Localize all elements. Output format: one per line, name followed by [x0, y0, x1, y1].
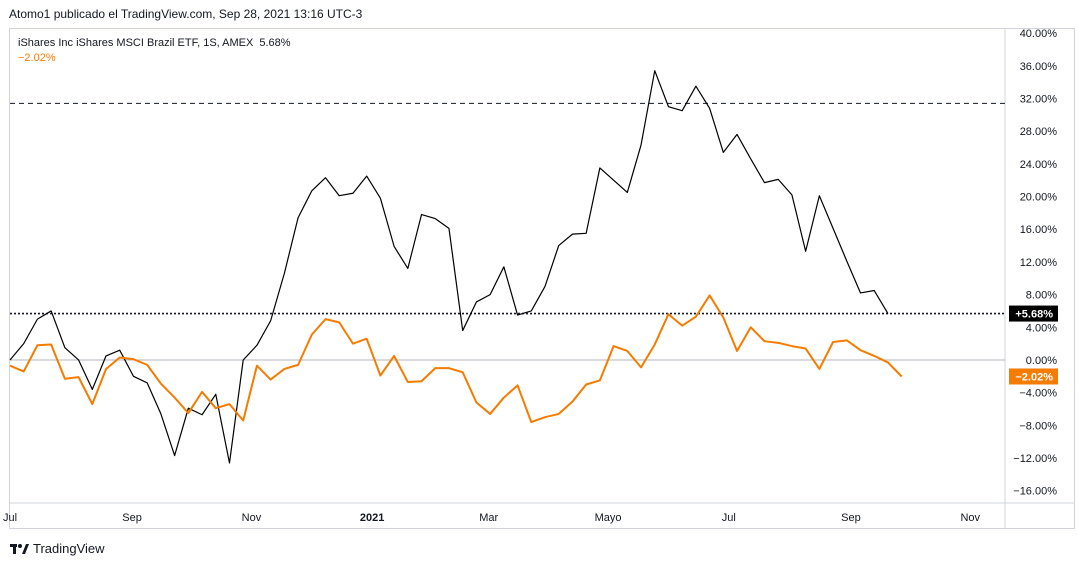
- y-tick-label: −16.00%: [1013, 486, 1057, 498]
- tradingview-brand[interactable]: TradingView: [10, 541, 105, 556]
- x-tick-label: Nov: [242, 512, 262, 524]
- x-tick-label: 2021: [360, 512, 384, 524]
- x-tick-label: Nov: [960, 512, 980, 524]
- y-tick-label: 24.00%: [1020, 159, 1058, 171]
- y-tick-label: 12.00%: [1020, 257, 1058, 269]
- last-value-label: −2.02%: [1015, 371, 1053, 383]
- publish-header: Atomo1 publicado el TradingView.com, Sep…: [9, 7, 363, 21]
- legend-compare-value: −2.02%: [18, 52, 56, 64]
- x-tick-label: Jul: [722, 512, 736, 524]
- y-tick-label: 4.00%: [1026, 322, 1057, 334]
- last-value-badge: [1009, 305, 1058, 322]
- tradingview-logo-icon: [10, 543, 29, 554]
- x-tick-label: Sep: [841, 512, 861, 524]
- x-tick-label: Mar: [479, 512, 498, 524]
- last-value-label: +5.68%: [1015, 309, 1053, 321]
- series-line-0[interactable]: [9, 70, 889, 464]
- chart-legend: iShares Inc iShares MSCI Brazil ETF, 1S,…: [18, 36, 291, 66]
- series-line-1[interactable]: [9, 294, 903, 424]
- y-tick-label: −4.00%: [1019, 388, 1057, 400]
- y-tick-label: 36.00%: [1020, 61, 1058, 73]
- brand-label: TradingView: [33, 541, 105, 556]
- y-tick-label: 28.00%: [1020, 126, 1058, 138]
- legend-symbol-title[interactable]: iShares Inc iShares MSCI Brazil ETF, 1S,…: [18, 37, 254, 49]
- x-tick-label: Sep: [122, 512, 142, 524]
- y-tick-label: 8.00%: [1026, 290, 1057, 302]
- x-tick-label: Jul: [3, 512, 17, 524]
- legend-main-value: 5.68%: [259, 37, 291, 49]
- y-tick-label: −8.00%: [1019, 420, 1057, 432]
- y-tick-label: 16.00%: [1020, 224, 1058, 236]
- y-tick-label: 20.00%: [1020, 192, 1058, 204]
- y-tick-label: 40.00%: [1020, 28, 1058, 40]
- y-tick-label: −12.00%: [1013, 453, 1057, 465]
- x-tick-label: Mayo: [595, 512, 622, 524]
- y-tick-label: 32.00%: [1020, 93, 1058, 105]
- chart-frame: [9, 28, 1075, 529]
- legend-main-row: iShares Inc iShares MSCI Brazil ETF, 1S,…: [18, 36, 291, 51]
- y-tick-label: 0.00%: [1026, 355, 1057, 367]
- last-value-badge: [1009, 368, 1058, 385]
